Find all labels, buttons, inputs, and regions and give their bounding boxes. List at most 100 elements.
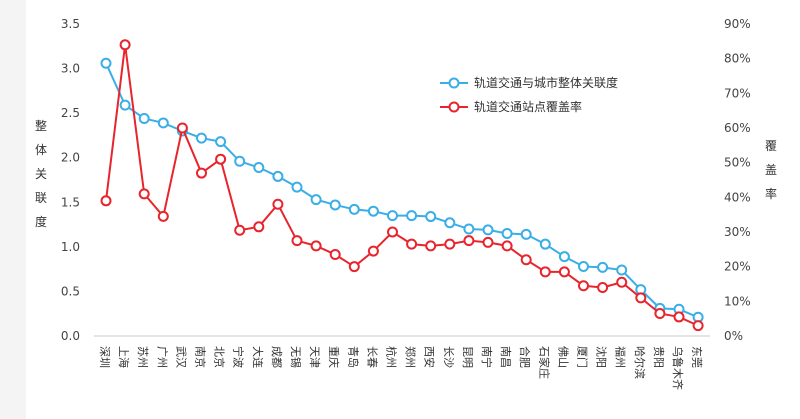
category-label: 沈阳 (595, 346, 609, 368)
left-axis-title-char: 度 (35, 214, 47, 229)
category-label: 北京 (213, 346, 227, 368)
left-tick-label: 0.0 (61, 329, 80, 343)
data-point (348, 261, 360, 273)
legend-marker (448, 101, 460, 113)
right-tick-label: 80% (724, 52, 751, 66)
data-point (272, 170, 284, 182)
data-point (348, 203, 360, 215)
data-point (444, 238, 456, 250)
data-point (138, 188, 150, 200)
data-point (425, 240, 437, 252)
category-label: 南京 (194, 346, 208, 368)
data-point (215, 136, 227, 148)
data-point (425, 211, 437, 223)
category-label: 郑州 (404, 346, 418, 368)
data-point (291, 235, 303, 247)
data-point (654, 307, 666, 319)
data-point (444, 217, 456, 229)
right-tick-label: 60% (724, 121, 751, 135)
data-point (635, 292, 647, 304)
data-point (501, 240, 513, 252)
data-point (539, 266, 551, 278)
data-point (367, 205, 379, 217)
right-tick-label: 30% (724, 225, 751, 239)
data-point (558, 251, 570, 263)
data-point (692, 320, 704, 332)
category-label: 无锡 (289, 346, 303, 368)
category-label: 厦门 (576, 346, 590, 368)
data-point (100, 57, 112, 69)
category-label: 福州 (614, 346, 628, 368)
data-point (234, 155, 246, 167)
category-label: 深圳 (98, 346, 111, 368)
left-tick-label: 1.5 (61, 195, 80, 209)
left-axis-title-char: 联 (35, 191, 47, 205)
category-label: 昆明 (461, 346, 474, 368)
left-axis-title-char: 整 (35, 118, 47, 133)
data-point (558, 266, 570, 278)
right-tick-label: 70% (724, 86, 751, 100)
series-layer (100, 39, 704, 332)
category-label: 佛山 (556, 346, 569, 368)
data-point (196, 167, 207, 179)
legend-label: 轨道交通站点覆盖率 (474, 99, 582, 114)
category-label: 苏州 (136, 346, 149, 368)
category-label: 贵阳 (652, 346, 665, 368)
left-axis-ticks: 0.0 0.5 1.0 1.5 2.0 2.5 3.0 3.5 (61, 17, 80, 343)
category-label: 重庆 (327, 346, 341, 368)
left-tick-label: 2.0 (61, 151, 80, 165)
data-point (367, 245, 379, 257)
data-point (597, 281, 609, 293)
data-point (138, 112, 150, 124)
data-point (253, 162, 265, 174)
right-axis-title-char: 覆 (765, 139, 777, 153)
right-tick-label: 90% (724, 17, 751, 31)
data-point (291, 181, 303, 193)
left-tick-label: 3.5 (61, 17, 80, 31)
data-point (616, 264, 628, 276)
category-label: 天津 (308, 346, 321, 368)
data-point (310, 240, 322, 252)
left-tick-label: 3.0 (61, 62, 80, 76)
data-point (463, 235, 475, 247)
legend-marker (448, 77, 460, 89)
data-point (234, 224, 246, 236)
category-label: 南昌 (499, 346, 512, 368)
data-point (482, 224, 494, 236)
category-label: 武汉 (174, 346, 187, 368)
category-label: 大连 (251, 346, 265, 368)
left-tick-label: 1.0 (61, 240, 80, 254)
data-point (578, 260, 589, 272)
data-point (616, 276, 628, 288)
category-label: 杭州 (385, 346, 399, 368)
data-point (272, 198, 284, 210)
data-point (406, 238, 418, 250)
category-label: 广州 (155, 346, 168, 368)
category-label: 哈尔滨 (633, 346, 647, 379)
left-tick-label: 0.5 (61, 284, 80, 298)
data-point (253, 221, 265, 233)
data-point (482, 236, 494, 248)
category-label: 合肥 (518, 346, 532, 368)
data-point (387, 210, 398, 222)
data-point (673, 311, 685, 323)
data-point (539, 238, 551, 250)
right-tick-label: 10% (724, 294, 751, 308)
category-label: 西安 (423, 346, 437, 368)
left-axis-title: 整体关联度 (35, 118, 47, 229)
data-point (520, 254, 532, 266)
data-point (520, 228, 532, 240)
category-label: 长沙 (442, 346, 455, 368)
right-tick-label: 50% (724, 156, 751, 170)
category-label: 宁波 (232, 346, 246, 368)
left-margin-strip (0, 0, 26, 419)
data-point (157, 210, 169, 222)
left-axis-title-char: 关 (35, 167, 47, 181)
right-axis-ticks: 0% 10% 20% 30% 40% 50% 60% 70% 80% 90% (724, 17, 751, 343)
data-point (119, 39, 131, 51)
series-line-1 (105, 62, 699, 319)
data-point (597, 261, 609, 273)
category-label: 上海 (117, 346, 131, 368)
category-label: 南宁 (480, 346, 494, 368)
data-point (100, 195, 112, 207)
